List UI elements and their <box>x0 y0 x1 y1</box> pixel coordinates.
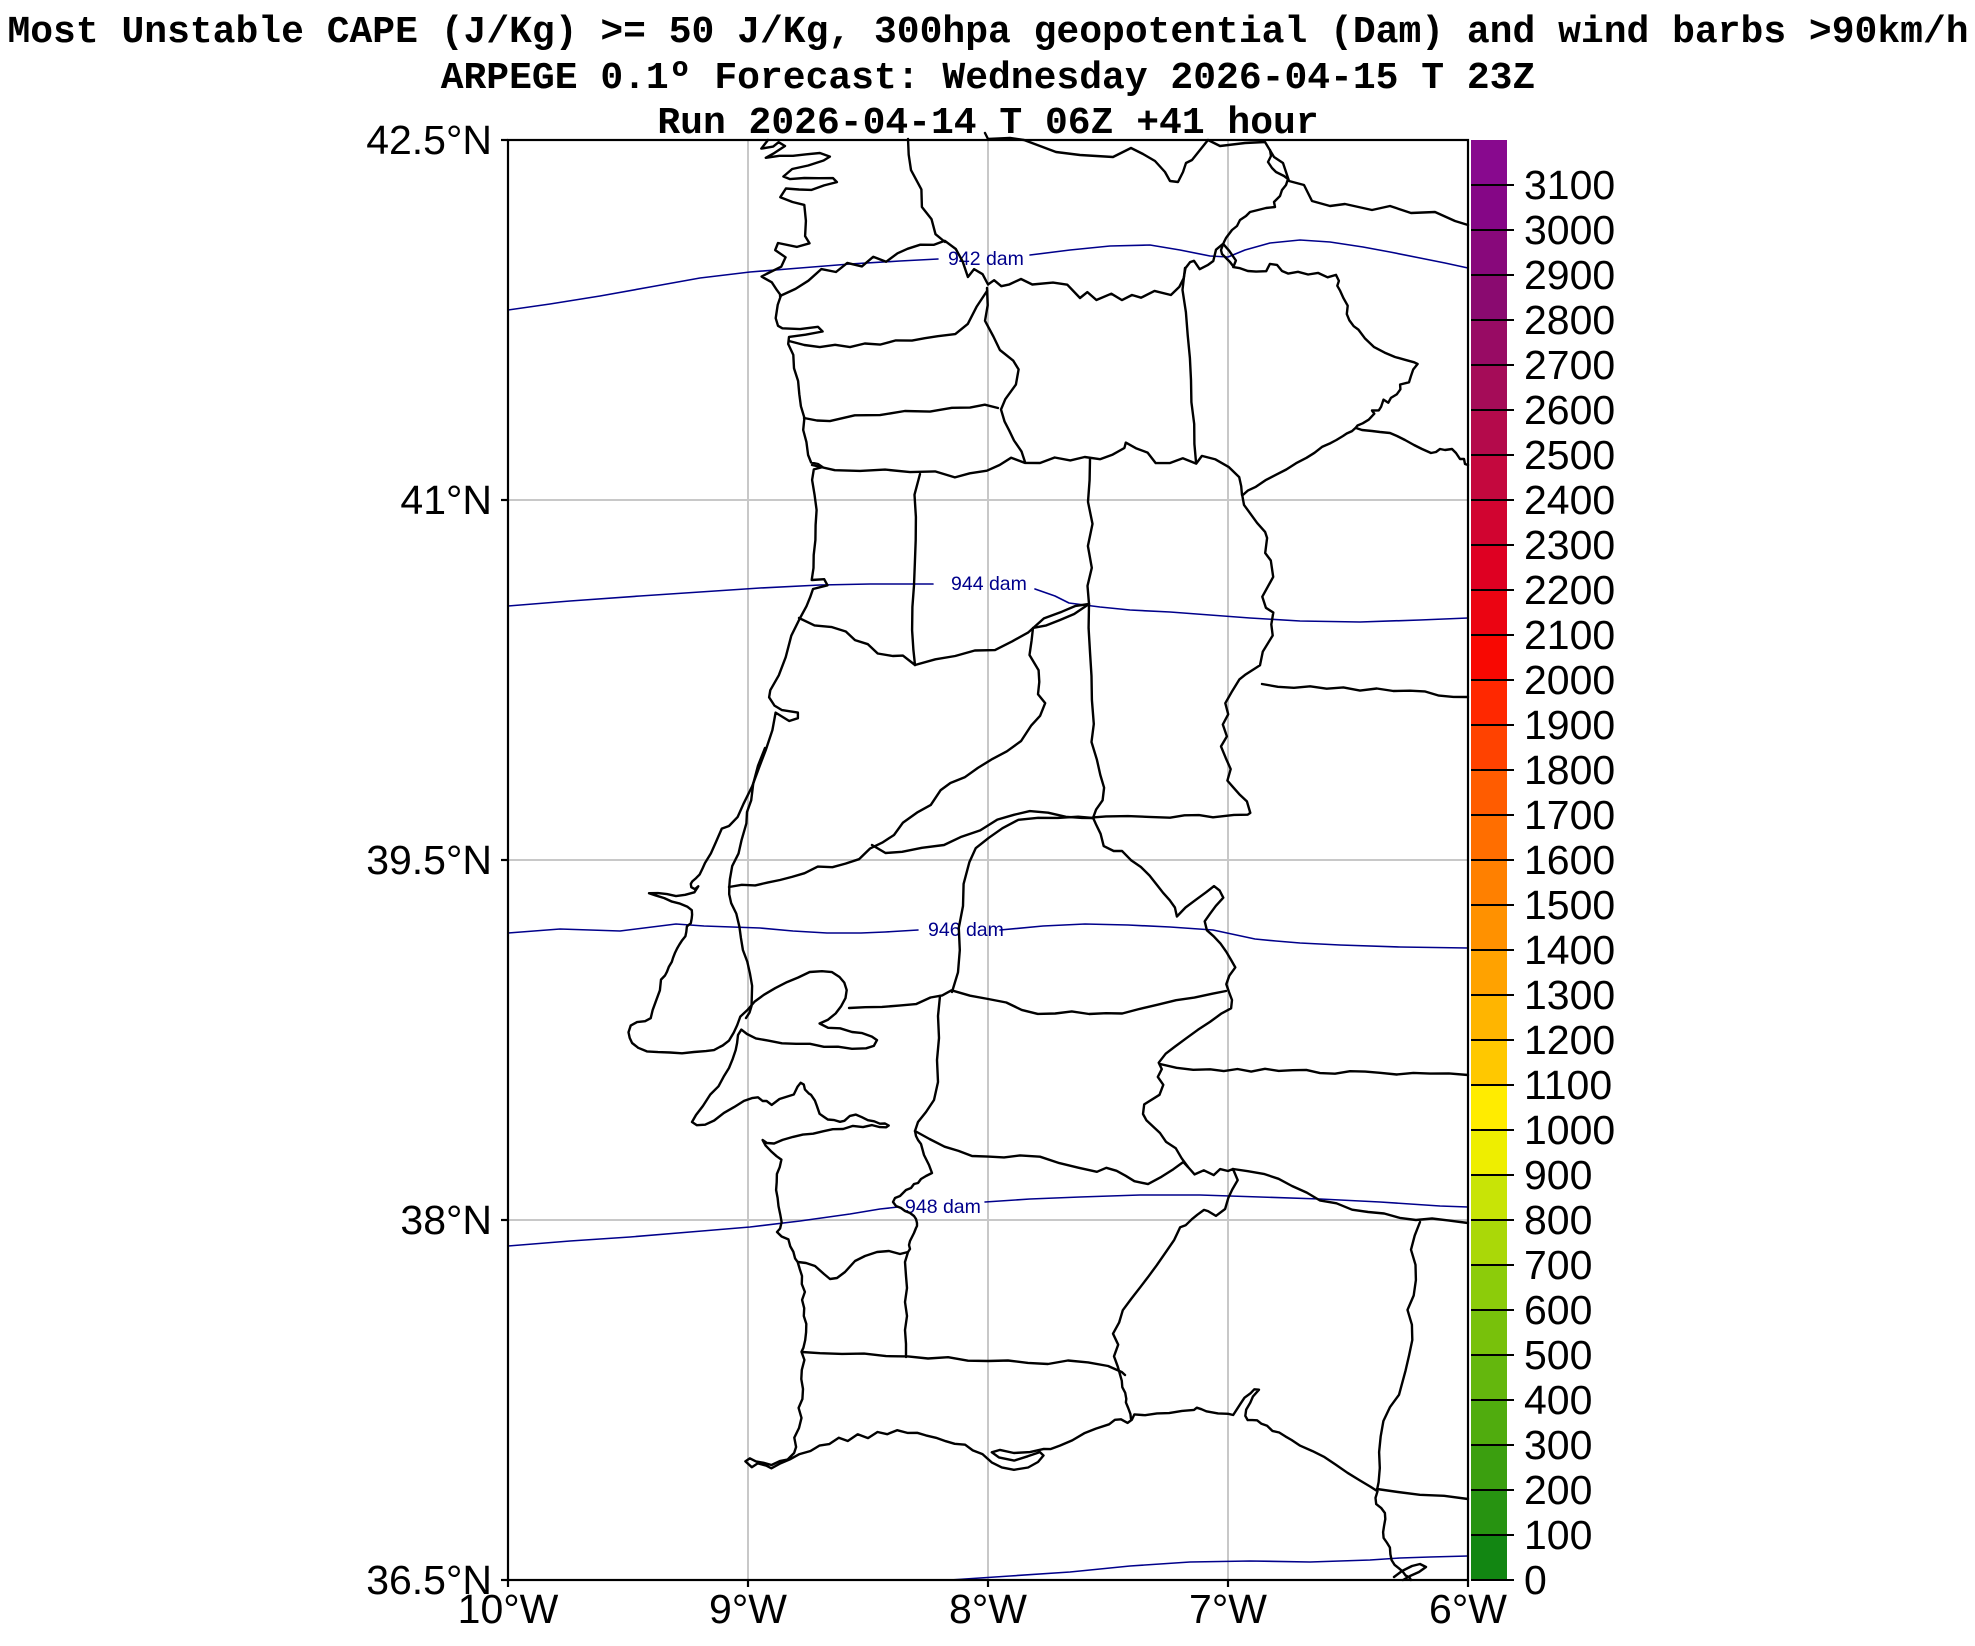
svg-text:ARPEGE 0.1º Forecast: Wednesda: ARPEGE 0.1º Forecast: Wednesday 2026-04-… <box>441 57 1536 100</box>
svg-text:8°W: 8°W <box>949 1586 1027 1632</box>
svg-text:600: 600 <box>1524 1287 1592 1333</box>
svg-text:900: 900 <box>1524 1152 1592 1198</box>
svg-text:1100: 1100 <box>1524 1062 1612 1108</box>
svg-text:946 dam: 946 dam <box>928 919 1004 941</box>
svg-text:2900: 2900 <box>1524 252 1615 298</box>
svg-text:3100: 3100 <box>1524 162 1615 208</box>
svg-text:700: 700 <box>1524 1242 1592 1288</box>
svg-text:9°W: 9°W <box>709 1586 787 1632</box>
svg-text:944 dam: 944 dam <box>951 573 1027 595</box>
svg-text:6°W: 6°W <box>1429 1586 1507 1632</box>
svg-text:1200: 1200 <box>1524 1017 1615 1063</box>
svg-text:2100: 2100 <box>1524 612 1615 658</box>
svg-text:0: 0 <box>1524 1557 1547 1603</box>
svg-text:42.5°N: 42.5°N <box>366 117 492 163</box>
svg-text:41°N: 41°N <box>400 477 492 523</box>
svg-text:500: 500 <box>1524 1332 1592 1378</box>
svg-text:Most Unstable CAPE (J/Kg) >= 5: Most Unstable CAPE (J/Kg) >= 50 J/Kg, 30… <box>7 11 1968 54</box>
svg-text:2800: 2800 <box>1524 297 1615 343</box>
svg-text:38°N: 38°N <box>400 1197 492 1243</box>
svg-text:2000: 2000 <box>1524 657 1615 703</box>
svg-text:2300: 2300 <box>1524 522 1615 568</box>
svg-text:2500: 2500 <box>1524 432 1615 478</box>
svg-text:1800: 1800 <box>1524 747 1615 793</box>
svg-text:400: 400 <box>1524 1377 1592 1423</box>
svg-text:1600: 1600 <box>1524 837 1615 883</box>
svg-text:200: 200 <box>1524 1467 1592 1513</box>
svg-text:7°W: 7°W <box>1189 1586 1267 1632</box>
svg-text:36.5°N: 36.5°N <box>366 1557 492 1603</box>
svg-text:1500: 1500 <box>1524 882 1615 928</box>
svg-text:1000: 1000 <box>1524 1107 1615 1153</box>
svg-text:300: 300 <box>1524 1422 1592 1468</box>
svg-text:948 dam: 948 dam <box>905 1196 981 1218</box>
svg-text:2700: 2700 <box>1524 342 1615 388</box>
svg-text:10°W: 10°W <box>458 1586 559 1632</box>
svg-text:1300: 1300 <box>1524 972 1615 1018</box>
svg-text:2400: 2400 <box>1524 477 1615 523</box>
svg-text:2200: 2200 <box>1524 567 1615 613</box>
svg-text:2600: 2600 <box>1524 387 1615 433</box>
svg-text:800: 800 <box>1524 1197 1592 1243</box>
svg-text:1400: 1400 <box>1524 927 1615 973</box>
svg-text:3000: 3000 <box>1524 207 1615 253</box>
svg-text:39.5°N: 39.5°N <box>366 837 492 883</box>
svg-text:100: 100 <box>1524 1512 1592 1558</box>
svg-text:1900: 1900 <box>1524 702 1615 748</box>
svg-text:1700: 1700 <box>1524 792 1615 838</box>
svg-text:942 dam: 942 dam <box>948 248 1024 270</box>
